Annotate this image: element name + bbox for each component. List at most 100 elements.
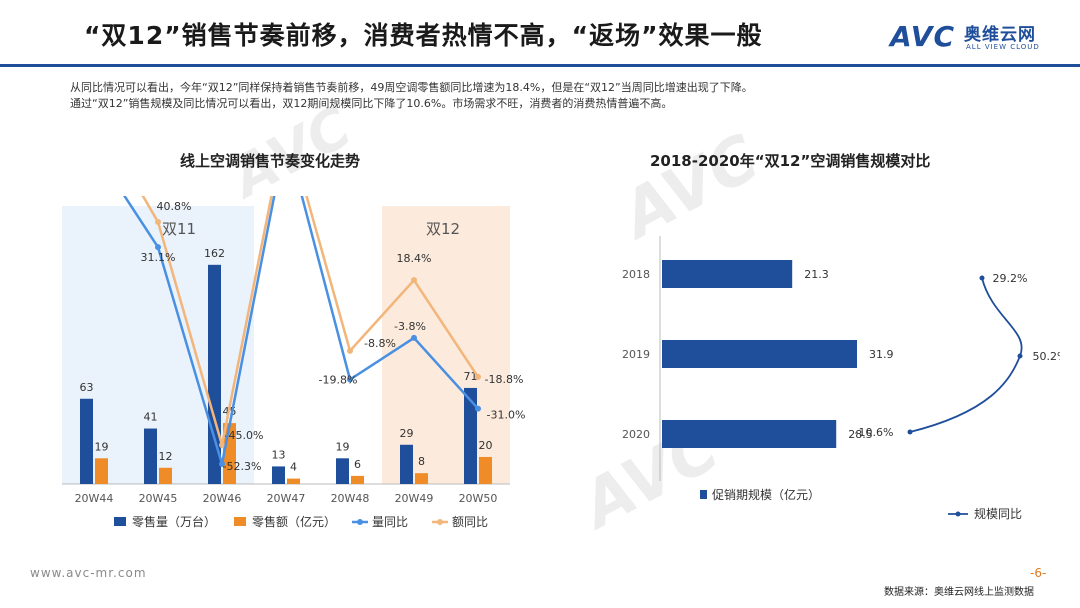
page-title: “双12”销售节奏前移，消费者热情不高，“返场”效果一般 xyxy=(84,21,763,50)
bar-amount-label: 20 xyxy=(479,439,493,452)
line-point-volume-yoy xyxy=(475,405,481,412)
legend-label: 额同比 xyxy=(452,515,488,529)
description-text: 从同比情况可以看出，今年“双12”同样保持着销售节奏前移，49周空调零售额同比增… xyxy=(70,80,1030,112)
region-label-double11: 双11 xyxy=(162,220,196,238)
line-point-amount-yoy xyxy=(155,218,161,225)
bar-volume-label: 71 xyxy=(464,370,478,383)
bar-volume-label: 63 xyxy=(80,381,94,394)
line-point-scale-yoy xyxy=(979,275,985,281)
bar-scale-label: 21.3 xyxy=(804,268,829,281)
bar-volume-label: 29 xyxy=(400,427,414,440)
line-point-scale-yoy xyxy=(1017,353,1023,359)
avc-logo: AVC 奥维云网 ALL VIEW CLOUD xyxy=(890,18,1060,58)
x-tick-label: 20W47 xyxy=(267,492,306,505)
bar-amount-label: 4 xyxy=(290,461,297,474)
bar-amount xyxy=(415,473,428,484)
line-label-volume-yoy: -19.8% xyxy=(319,374,358,387)
bar-volume xyxy=(272,466,285,484)
bar-scale-label: 28.5 xyxy=(848,428,873,441)
legend-label: 零售额（亿元） xyxy=(252,514,336,529)
y-tick-label: 2019 xyxy=(622,348,650,361)
line-label-volume-yoy: 31.1% xyxy=(141,251,176,264)
bar-volume xyxy=(400,444,413,484)
region-shade-double11 xyxy=(62,206,254,484)
legend-swatch xyxy=(234,517,246,526)
header-divider xyxy=(0,64,1080,67)
bar-scale xyxy=(662,260,793,288)
line-point-volume-yoy xyxy=(155,244,161,251)
x-tick-label: 20W48 xyxy=(331,492,370,505)
bar-scale xyxy=(662,420,837,448)
line-point-amount-yoy xyxy=(347,347,353,354)
bar-volume-label: 13 xyxy=(272,448,286,461)
x-tick-label: 20W50 xyxy=(459,492,498,505)
left-chart-title: 线上空调销售节奏变化走势 xyxy=(180,152,361,170)
region-label-double12: 双12 xyxy=(426,220,460,238)
bar-volume xyxy=(336,458,349,484)
y-tick-label: 2020 xyxy=(622,428,650,441)
bar-volume xyxy=(80,398,93,484)
right-chart: 21.3 2018 31.9 2019 28.5 2020 29.2% 50.2% -10.6%… xyxy=(622,236,1060,521)
x-tick-label: 20W49 xyxy=(395,492,434,505)
line-label-amount-yoy: -45.0% xyxy=(225,429,264,442)
bar-amount-label: 19 xyxy=(95,440,109,453)
bar-amount-label: 12 xyxy=(159,450,173,463)
line-label-amount-yoy: -8.8% xyxy=(364,337,396,350)
x-tick-label: 20W44 xyxy=(75,492,114,505)
bar-amount xyxy=(479,456,492,484)
bar-volume xyxy=(464,387,477,484)
line-label-volume-yoy: -52.3% xyxy=(223,460,262,473)
left-chart: 双11 双12631920W44411220W451624520W4613420W… xyxy=(62,196,526,529)
bar-scale xyxy=(662,340,857,368)
line-label-scale-yoy: -10.6% xyxy=(855,426,894,439)
line-point-amount-yoy xyxy=(475,373,481,380)
bar-volume-label: 41 xyxy=(144,411,158,424)
legend-swatch-dot xyxy=(357,519,363,525)
line-point-volume-yoy xyxy=(347,376,353,383)
bar-volume-label: 19 xyxy=(336,440,350,453)
bar-amount xyxy=(287,478,300,484)
x-tick-label: 20W46 xyxy=(203,492,242,505)
line-point-amount-yoy xyxy=(219,442,225,449)
legend-label: 规模同比 xyxy=(974,506,1022,521)
line-label-volume-yoy: -3.8% xyxy=(394,320,426,333)
description-line-1: 从同比情况可以看出，今年“双12”同样保持着销售节奏前移，49周空调零售额同比增… xyxy=(70,81,753,94)
line-series-scale-yoy xyxy=(909,277,1023,433)
legend-swatch xyxy=(114,517,126,526)
legend-swatch-dot xyxy=(437,519,443,525)
legend-swatch xyxy=(700,490,707,499)
right-chart-title: 2018-2020年“双12”空调销售规模对比 xyxy=(650,152,931,170)
y-tick-label: 2018 xyxy=(622,268,650,281)
bar-amount xyxy=(95,458,108,484)
line-label-volume-yoy: -31.0% xyxy=(487,409,526,422)
line-label-amount-yoy: 40.8% xyxy=(157,200,192,213)
bar-amount xyxy=(159,467,172,484)
line-point-scale-yoy xyxy=(907,429,913,435)
bar-amount-label: 8 xyxy=(418,455,425,468)
line-label-scale-yoy: 50.2% xyxy=(1033,350,1060,363)
logo-mark: AVC xyxy=(890,20,955,53)
bar-volume xyxy=(144,428,157,484)
bar-amount xyxy=(351,475,364,484)
line-label-scale-yoy: 29.2% xyxy=(993,272,1028,285)
footer-url: www.avc-mr.com xyxy=(30,566,147,580)
legend-label: 量同比 xyxy=(372,515,408,529)
logo-cn-name: 奥维云网 xyxy=(964,25,1036,45)
bar-amount-label: 6 xyxy=(354,458,361,471)
legend-swatch-dot xyxy=(955,511,961,517)
data-source: 数据来源：奥维云网线上监测数据 xyxy=(884,587,1034,598)
line-label-amount-yoy: -18.8% xyxy=(485,373,524,386)
bar-volume-label: 162 xyxy=(204,247,225,260)
x-tick-label: 20W45 xyxy=(139,492,178,505)
legend-label: 促销期规模（亿元） xyxy=(712,487,820,502)
page-header: “双12”销售节奏前移，消费者热情不高，“返场”效果一般 AVC 奥维云网 AL… xyxy=(0,0,1080,68)
bar-scale-label: 31.9 xyxy=(869,348,894,361)
description-line-2: 通过“双12”销售规模及同比情况可以看出，双12期间规模同比下降了10.6%。市… xyxy=(70,97,673,110)
legend-label: 零售量（万台） xyxy=(132,514,216,529)
line-point-volume-yoy xyxy=(219,461,225,467)
line-point-amount-yoy xyxy=(411,277,417,284)
line-label-amount-yoy: 18.4% xyxy=(397,252,432,265)
line-point-volume-yoy xyxy=(411,334,417,341)
logo-en-name: ALL VIEW CLOUD xyxy=(966,43,1040,51)
page-number: -6- xyxy=(1030,566,1047,580)
